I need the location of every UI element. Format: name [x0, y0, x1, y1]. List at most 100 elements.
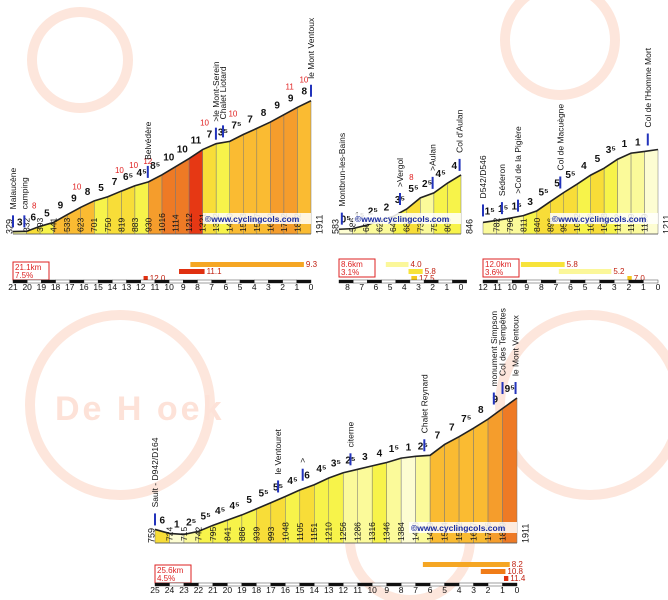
steep-bar: [558, 269, 612, 274]
elevation-label: 623: [76, 218, 86, 232]
km-tick: 11: [353, 585, 362, 595]
chart-malaucene: 365998576⁵4⁵8⁵10101173⁵7⁵789988101010121…: [5, 17, 325, 292]
gradient-label: 8: [478, 405, 484, 416]
chart-homme-mort: 1⁵1⁵1⁵35⁵55⁵453⁵117827968118408969511002…: [478, 47, 668, 292]
max-gradient-label: 8: [32, 201, 37, 210]
km-tick: 12: [136, 282, 146, 292]
elevation-label: 883: [130, 218, 140, 232]
km-tick: 8: [399, 585, 404, 595]
steep-bar-label: 17.5: [419, 274, 435, 283]
gradient-label: 6: [31, 212, 37, 223]
steep-bar: [480, 569, 506, 574]
gradient-label: 3⁵: [606, 145, 617, 156]
place-label: le Ventouret: [273, 428, 283, 474]
gradient-label: 11: [191, 136, 202, 147]
gradient-label: 2: [384, 202, 390, 213]
elevation-label: 586: [348, 218, 358, 232]
km-tick: 21: [208, 585, 218, 595]
km-ruler-segment: [296, 279, 312, 284]
gradient-label: 7: [207, 130, 213, 141]
km-tick: 14: [108, 282, 118, 292]
gradient-label: 7: [112, 177, 118, 188]
km-tick: 17: [65, 282, 75, 292]
km-tick: 4: [457, 585, 462, 595]
gradient-label: 4⁵: [287, 476, 298, 487]
gradient-label: 9: [71, 193, 77, 204]
elevation-label: 1256: [338, 522, 348, 541]
max-gradient-label: 11: [286, 82, 295, 91]
road-line: [12, 100, 312, 233]
start-elevation: 583: [331, 219, 341, 234]
gradient-label: 1⁵: [389, 444, 400, 455]
gradient-label: 7: [449, 423, 455, 434]
km-tick: 6: [568, 282, 573, 292]
place-label: >: [298, 458, 308, 463]
credit-box: [353, 213, 461, 224]
elevation-label: 602: [361, 218, 371, 232]
credit-box: [550, 213, 658, 224]
gradient-label: 9: [492, 395, 498, 406]
gradient-label: 6⁵: [123, 172, 134, 183]
km-tick: 1: [444, 282, 449, 292]
gradient-label: 5: [44, 208, 50, 219]
place-label: Col de Macuègne: [555, 104, 565, 171]
road-line: [338, 174, 462, 231]
gradient-label: 8⁵: [150, 161, 161, 172]
elevation-label: 735: [415, 218, 425, 232]
km-tick: 20: [22, 282, 32, 292]
steep-bar: [411, 276, 418, 281]
km-tick: 3: [266, 282, 271, 292]
gradient-label: 5⁵: [201, 511, 212, 522]
gradient-label: 7⁵: [461, 414, 472, 425]
km-tick: 3: [416, 282, 421, 292]
start-elevation: 329: [5, 219, 15, 234]
km-tick: 6: [374, 282, 379, 292]
gradient-label: 5⁵: [565, 170, 576, 181]
place-label: Col de l'Homme Mort: [643, 47, 653, 127]
steep-bar-label: 11.4: [510, 574, 526, 583]
km-tick: 10: [164, 282, 174, 292]
elevation-label: 841: [222, 527, 232, 541]
steep-bar-label: 11.1: [207, 267, 223, 276]
gradient-label: 5⁵: [258, 489, 269, 500]
km-tick: 9: [524, 282, 529, 292]
place-label: Col des Tempêtes: [498, 308, 508, 376]
steep-bar: [520, 262, 565, 267]
gradient-label: 1: [406, 442, 412, 453]
km-tick: 4: [402, 282, 407, 292]
place-label: camping: [19, 177, 29, 209]
gradient-label: 8: [261, 108, 267, 119]
km-tick: 5: [583, 282, 588, 292]
km-tick: 10: [507, 282, 517, 292]
steep-bar: [408, 269, 423, 274]
gradient-label: 4⁵: [436, 169, 447, 180]
credit-text: ©www.cyclingcols.com: [411, 523, 506, 533]
km-tick: 0: [515, 585, 520, 595]
elevation-label: 806: [442, 218, 452, 232]
km-tick: 10: [367, 585, 377, 595]
gradient-label: 5: [246, 495, 252, 506]
gradient-label: 4⁵: [230, 501, 241, 512]
km-tick: 11: [150, 282, 159, 292]
gradient-label: 6: [159, 515, 165, 526]
km-tick: 23: [179, 585, 189, 595]
km-tick: 22: [194, 585, 204, 595]
gradient-label: 9⁵: [505, 384, 516, 395]
km-tick: 5: [238, 282, 243, 292]
elevation-label: 1210: [324, 522, 334, 541]
elevation-label: 1105: [295, 522, 305, 541]
elevation-label: 819: [116, 218, 126, 232]
road-line: [482, 148, 659, 224]
elevation-label: 1321: [198, 213, 208, 232]
place-label: citerne: [345, 422, 355, 448]
elevation-label: 886: [237, 527, 247, 541]
gradient-label: 4: [451, 161, 457, 172]
elevation-label: 1114: [171, 214, 181, 232]
elevation-label: 1384: [396, 522, 406, 541]
km-tick: 7: [359, 282, 364, 292]
steep-bar: [190, 262, 304, 267]
gradient-label: 8: [85, 187, 91, 198]
profile-segment: [502, 397, 518, 544]
km-tick: 4: [252, 282, 257, 292]
km-tick: 2: [430, 282, 435, 292]
